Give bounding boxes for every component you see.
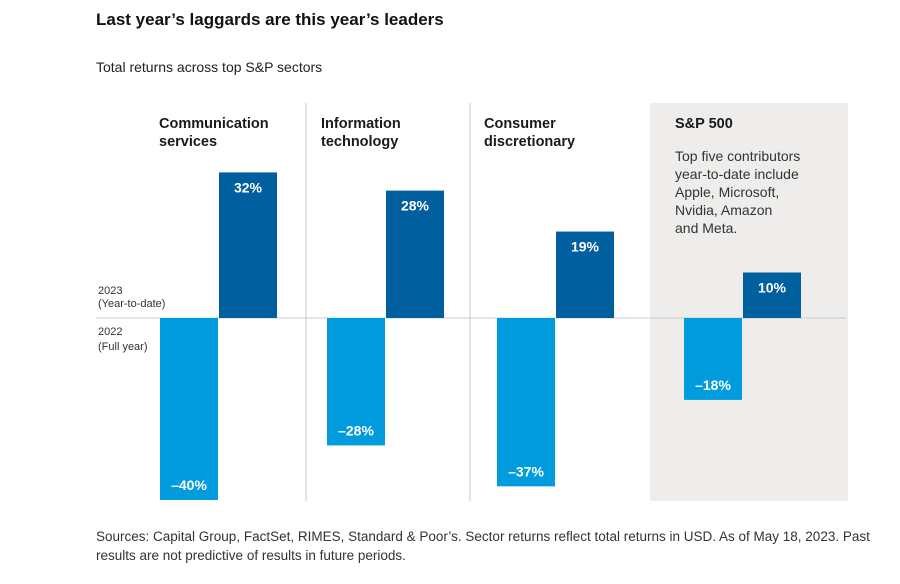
group-4-note-line-2: year-to-date include [675, 166, 799, 182]
group-2-bar-2023 [386, 190, 444, 318]
bar-chart: 2023(Year-to-date) 2022 (Full year) Communi… [96, 103, 848, 501]
group-1-bar-2022 [160, 318, 218, 500]
chart-title: Last year’s laggards are this year’s lea… [96, 10, 444, 29]
group-3-bar-2022 [497, 318, 555, 487]
row-label-2023: 2023 [98, 285, 122, 297]
sources-note: Sources: Capital Group, FactSet, RIMES, … [96, 529, 870, 563]
group-1-name-line-2: services [159, 134, 217, 150]
group-2-label-2022: –28% [338, 422, 374, 438]
row-label-2022-sub: (Full year) [98, 341, 148, 353]
group-2-name-line-1: Information [321, 116, 401, 132]
group-3-bar-2023 [556, 231, 614, 318]
group-4-name-line-1: S&P 500 [675, 116, 733, 132]
chart-subtitle: Total returns across top S&P sectors [96, 59, 323, 75]
group-1-bar-2023 [219, 172, 277, 318]
group-4-note-line-5: and Meta. [675, 220, 737, 236]
group-4-label-2023: 10% [758, 280, 787, 296]
group-3-name-line-2: discretionary [484, 134, 575, 150]
group-3-label-2023: 19% [571, 239, 600, 255]
group-4-bar-2023 [743, 272, 801, 318]
row-label-2022: 2022 [98, 326, 122, 338]
group-2-bar-2022 [327, 318, 385, 446]
group-4-note-line-3: Apple, Microsoft, [675, 184, 779, 200]
group-4-note-line-1: Top five contributors [675, 148, 800, 164]
row-label-2023-sub: (Year-to-date) [98, 298, 165, 310]
group-3-name-line-1: Consumer [484, 116, 556, 132]
group-2-label-2023: 28% [401, 198, 430, 214]
group-4-note-line-4: Nvidia, Amazon [675, 202, 772, 218]
group-1-label-2023: 32% [234, 179, 263, 195]
group-3-label-2022: –37% [508, 463, 544, 479]
group-4-bar-2022 [684, 318, 742, 400]
group-1-name-line-1: Communication [159, 116, 269, 132]
group-1-label-2022: –40% [171, 477, 207, 493]
group-2-name-line-2: technology [321, 134, 398, 150]
group-4-label-2022: –18% [695, 377, 731, 393]
